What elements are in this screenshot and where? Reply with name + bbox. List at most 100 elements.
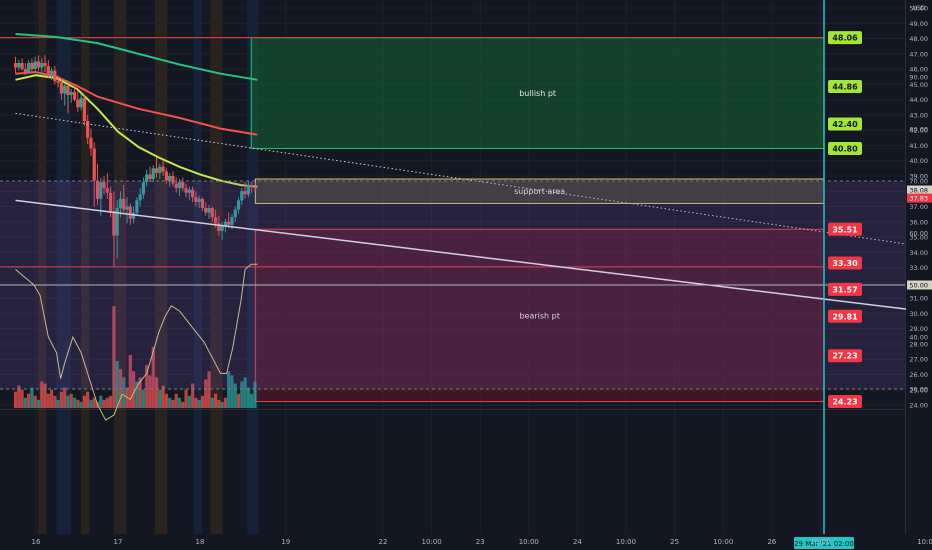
- candle-body: [66, 85, 70, 96]
- volume-bar: [72, 397, 77, 408]
- candle-body: [148, 174, 152, 180]
- volume-bar: [177, 397, 182, 408]
- crosshair-cursor: 29 Mar '21 02:00: [794, 0, 854, 549]
- price-tick-label: 46.00: [909, 66, 928, 74]
- volume-bar: [102, 399, 106, 408]
- candle-body: [49, 70, 54, 76]
- cursor-time-box: [794, 537, 854, 549]
- oscillator-tick-label: 70.00: [909, 178, 928, 186]
- volume-bar: [46, 393, 50, 408]
- candle-body: [200, 198, 205, 209]
- price-level-value: 40.80: [832, 144, 858, 153]
- volume-bar: [109, 395, 113, 408]
- price-tick-label: 49.00: [909, 20, 928, 28]
- price-level-tag: [828, 117, 862, 131]
- volume-bar: [171, 399, 175, 408]
- volume-bar: [36, 399, 41, 408]
- zone-label: bullish pt: [519, 89, 556, 98]
- time-tick-label: 10:00: [713, 538, 733, 546]
- oscillator-tick-label: 30.00: [909, 386, 928, 394]
- volume-bar: [204, 379, 208, 408]
- candle-body: [184, 188, 188, 193]
- price-level-value: 27.23: [832, 352, 857, 361]
- volume-bar: [122, 377, 126, 408]
- candle-body: [145, 174, 149, 183]
- price-tick-label: 42.00: [909, 127, 928, 135]
- volume-bar: [43, 383, 47, 408]
- volume-bar: [158, 389, 162, 408]
- horizontal-lines: [0, 37, 824, 268]
- volume-bar: [250, 393, 254, 408]
- zone-label: bearish pt: [519, 311, 559, 320]
- volume-bar: [181, 401, 185, 408]
- price-tick-label: 44.00: [909, 96, 928, 104]
- price-tick-label: 45.00: [909, 81, 928, 89]
- zone-bearish: [254, 228, 825, 403]
- volume-bar: [40, 381, 44, 408]
- volume-bar: [17, 385, 21, 408]
- oscillator-pane: [0, 180, 905, 421]
- volume-bar: [194, 397, 198, 408]
- candle-body: [76, 99, 80, 108]
- time-tick-label: 17: [114, 538, 123, 546]
- candle-body: [82, 98, 86, 121]
- candle-body: [27, 62, 31, 73]
- volume-bar: [187, 395, 191, 408]
- price-tick-label: 35.00: [909, 234, 928, 242]
- price-tick-label: 50.00: [909, 5, 928, 13]
- time-tick-label: 10:00: [810, 538, 830, 546]
- candle-body: [115, 208, 119, 236]
- zone-bullish: [250, 37, 825, 149]
- price-tick-label: 30.00: [909, 310, 928, 318]
- oscillator-value: 50.00: [909, 282, 928, 290]
- volume-bar: [63, 387, 67, 408]
- candle-body: [217, 223, 221, 231]
- candle-body: [174, 183, 178, 189]
- volume-bar: [112, 306, 116, 408]
- volume-bar: [148, 375, 152, 408]
- time-tick-label: 10:00: [917, 538, 932, 546]
- volume-bar: [253, 381, 257, 408]
- oscillator-tick-label: 60.00: [909, 230, 928, 238]
- time-tick-label: 16: [32, 538, 41, 546]
- volume-bar: [79, 401, 83, 408]
- candle-body: [194, 197, 198, 202]
- time-axis: 16 17 18 19 22 10:00 23 10:00 24 10:00 25 10:00 26 10…: [32, 538, 932, 546]
- candle-body: [233, 209, 237, 218]
- volume-bar: [82, 395, 86, 408]
- volume-bar: [184, 389, 188, 408]
- time-tick-label: 19: [281, 538, 290, 546]
- candle-body: [161, 166, 165, 172]
- candle-body: [171, 175, 175, 184]
- volume-bar: [236, 393, 241, 408]
- oscillator-tick-label: 40.00: [909, 334, 928, 342]
- volume-bar: [168, 397, 172, 408]
- candle-body: [154, 168, 159, 173]
- volume-bar: [105, 397, 109, 408]
- candle-body: [105, 188, 109, 193]
- volume-bar: [145, 365, 149, 408]
- volume-bar: [92, 397, 96, 408]
- price-level-tag: [828, 282, 862, 296]
- volume-bar: [69, 393, 73, 408]
- price-tick-label: 26.00: [909, 371, 928, 379]
- trend-lines: [15, 112, 932, 313]
- volume-bar: [230, 375, 234, 408]
- candle-body: [72, 91, 77, 100]
- candle-body: [168, 175, 172, 181]
- candle-body: [89, 137, 93, 149]
- current-price-value: 37.83: [909, 195, 928, 203]
- candle-body: [95, 180, 100, 199]
- oscillator-value-tag: [907, 280, 932, 290]
- volume-bar: [27, 393, 31, 408]
- candle-body: [253, 186, 257, 189]
- candle-body: [79, 98, 83, 108]
- volume-bar: [227, 371, 231, 408]
- price-axis: USD 24.00 25.00 26.00 27.00 28.00 29.00 30.00 31…: [906, 0, 932, 550]
- moving-average-line: [15, 71, 258, 136]
- volume-bar: [89, 399, 93, 408]
- candle-body: [177, 182, 182, 189]
- candle-body: [63, 85, 67, 94]
- candle-body: [36, 61, 41, 68]
